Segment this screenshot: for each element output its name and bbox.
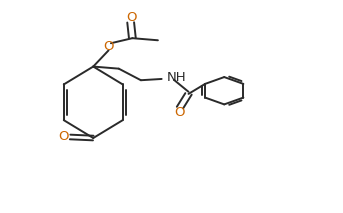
Text: NH: NH (166, 71, 186, 84)
Text: O: O (174, 106, 185, 119)
Text: O: O (59, 130, 69, 143)
Text: O: O (103, 40, 114, 53)
Text: O: O (126, 11, 136, 24)
